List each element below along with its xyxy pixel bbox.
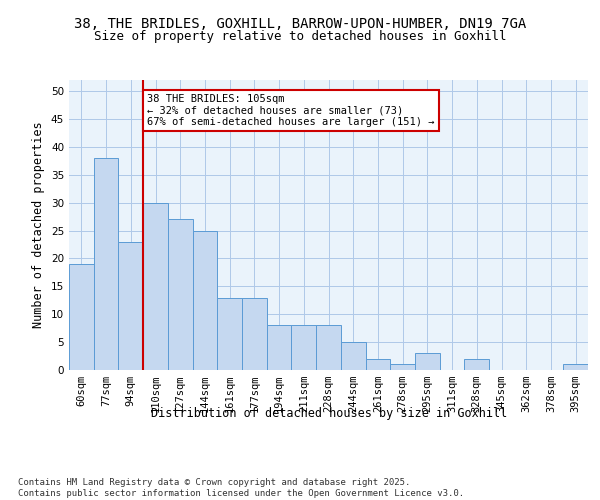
Bar xyxy=(217,298,242,370)
Bar xyxy=(94,158,118,370)
Bar xyxy=(242,298,267,370)
Bar xyxy=(69,264,94,370)
Bar xyxy=(365,359,390,370)
Bar xyxy=(118,242,143,370)
Bar xyxy=(341,342,365,370)
Bar xyxy=(316,326,341,370)
Text: Size of property relative to detached houses in Goxhill: Size of property relative to detached ho… xyxy=(94,30,506,43)
Text: 38 THE BRIDLES: 105sqm
← 32% of detached houses are smaller (73)
67% of semi-det: 38 THE BRIDLES: 105sqm ← 32% of detached… xyxy=(147,94,434,127)
Bar xyxy=(143,202,168,370)
Bar xyxy=(415,354,440,370)
Y-axis label: Number of detached properties: Number of detached properties xyxy=(32,122,46,328)
Bar xyxy=(563,364,588,370)
Bar xyxy=(464,359,489,370)
Text: Contains HM Land Registry data © Crown copyright and database right 2025.
Contai: Contains HM Land Registry data © Crown c… xyxy=(18,478,464,498)
Text: Distribution of detached houses by size in Goxhill: Distribution of detached houses by size … xyxy=(151,408,507,420)
Bar xyxy=(267,326,292,370)
Bar xyxy=(292,326,316,370)
Bar xyxy=(193,230,217,370)
Bar xyxy=(390,364,415,370)
Bar xyxy=(168,220,193,370)
Text: 38, THE BRIDLES, GOXHILL, BARROW-UPON-HUMBER, DN19 7GA: 38, THE BRIDLES, GOXHILL, BARROW-UPON-HU… xyxy=(74,18,526,32)
